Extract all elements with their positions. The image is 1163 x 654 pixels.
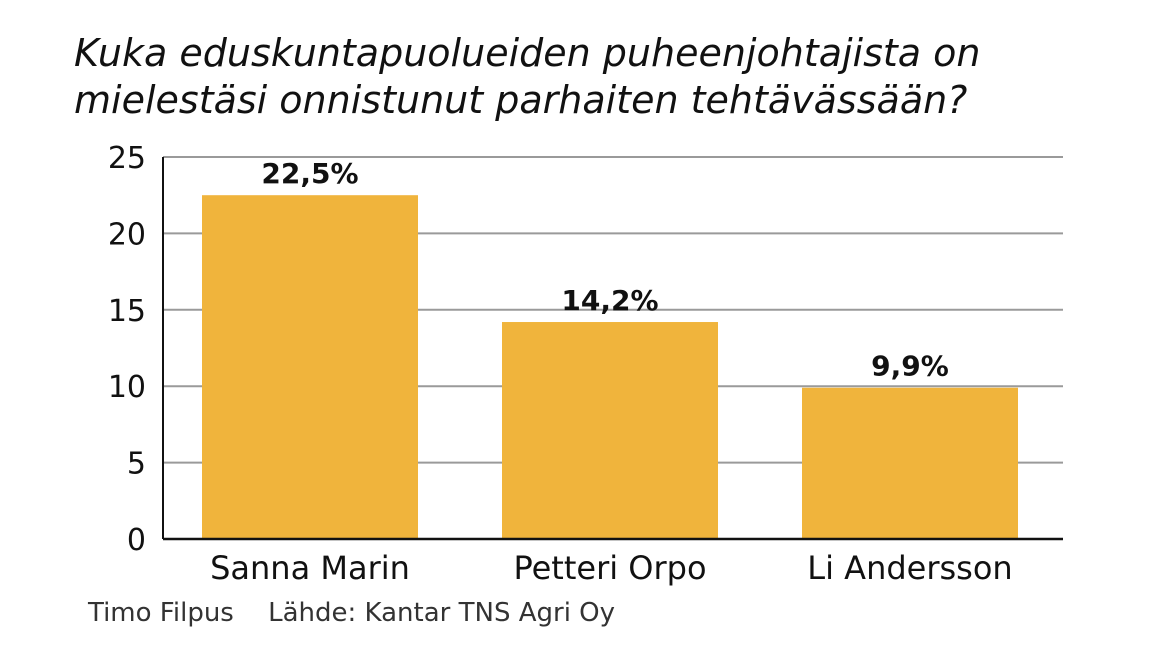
chart-title: Kuka eduskuntapuolueiden puheenjohtajist… [74, 31, 981, 122]
category-label: Li Andersson [807, 549, 1012, 587]
y-tick-label: 15 [108, 294, 146, 329]
chart-footer: Timo Filpus Lähde: Kantar TNS Agri Oy [88, 598, 641, 628]
y-tick-label: 0 [127, 523, 146, 558]
y-tick-label: 5 [127, 447, 146, 482]
bar [802, 387, 1018, 539]
y-tick-label: 25 [108, 141, 146, 176]
data-label: 14,2% [561, 284, 658, 317]
data-label: 9,9% [871, 350, 949, 383]
category-label: Sanna Marin [210, 549, 410, 587]
source-credit: Lähde: Kantar TNS Agri Oy [268, 598, 616, 628]
y-tick-label: 20 [108, 217, 146, 252]
photo-credit: Timo Filpus [88, 598, 234, 628]
bar [202, 195, 418, 539]
y-tick-label: 10 [108, 370, 146, 405]
category-label: Petteri Orpo [513, 549, 706, 587]
data-label: 22,5% [261, 157, 358, 190]
bar [502, 322, 718, 539]
